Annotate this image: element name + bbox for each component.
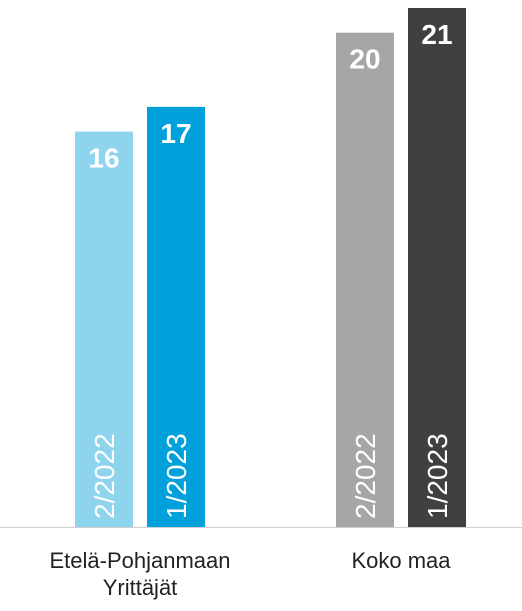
x-tick-label: Etelä-Pohjanmaan Yrittäjät [49,548,231,600]
series-label: 1/2023 [161,433,192,519]
series-label: 1/2023 [422,433,453,519]
value-label: 17 [160,118,191,149]
x-tick-label: Koko maa [351,548,451,573]
value-label: 20 [349,44,380,75]
bar [75,131,133,528]
bar [408,8,466,527]
value-label: 16 [88,143,119,174]
series-label: 2/2022 [350,433,381,519]
bar [147,106,205,527]
value-label: 21 [421,19,452,50]
series-label: 2/2022 [89,433,120,519]
bar [336,32,394,527]
